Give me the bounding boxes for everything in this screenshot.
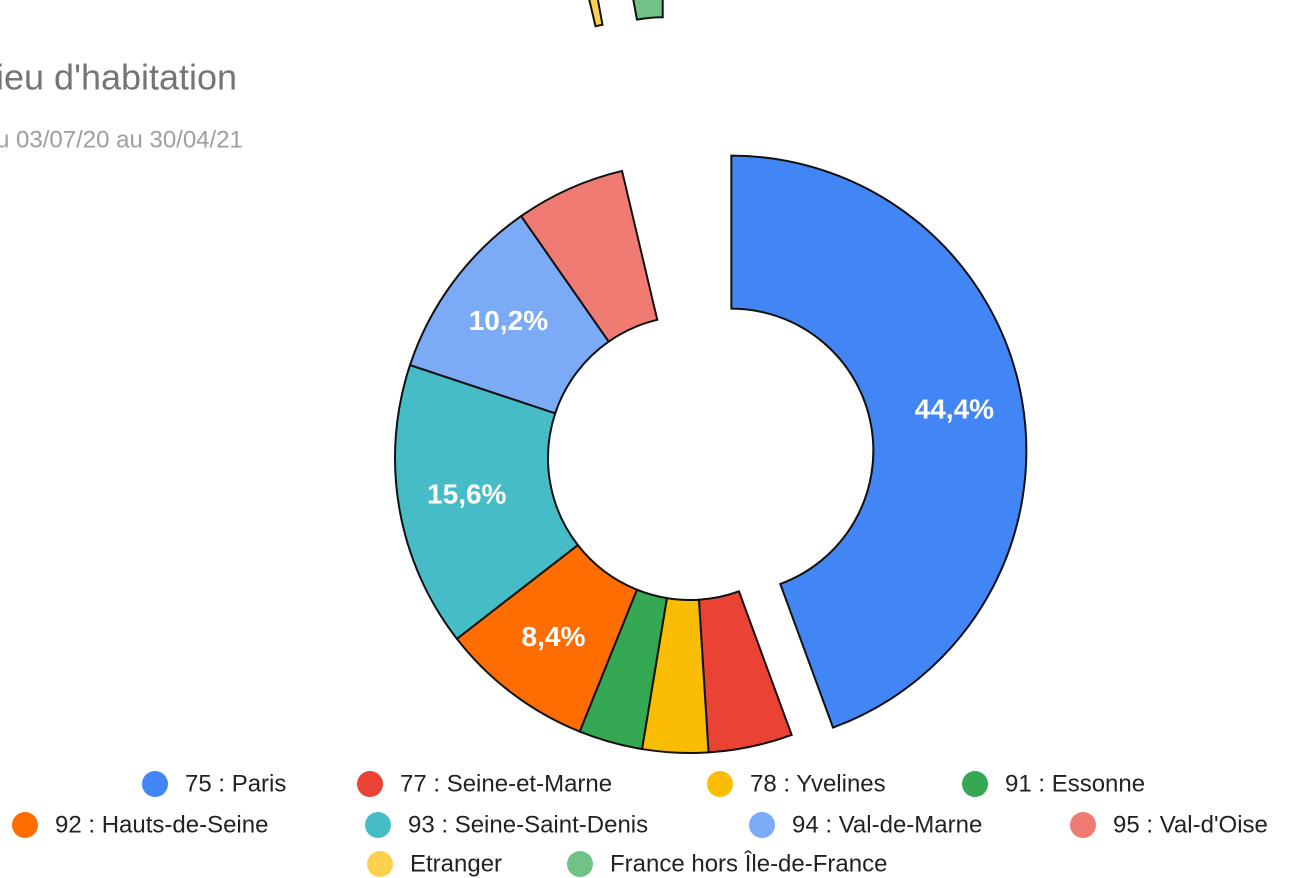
legend-marker [367, 851, 393, 877]
legend-label: 94 : Val-de-Marne [792, 811, 982, 838]
legend-label: France hors Île-de-France [610, 850, 887, 877]
legend-marker [365, 812, 391, 838]
value-label: 10,2% [469, 305, 548, 336]
chart-title: ieu d'habitation [0, 57, 237, 98]
legend-marker [142, 771, 168, 797]
legend-marker [707, 771, 733, 797]
value-label: 15,6% [427, 479, 506, 510]
legend-marker [1070, 812, 1096, 838]
legend-label: 95 : Val-d'Oise [1113, 811, 1268, 838]
legend-label: 93 : Seine-Saint-Denis [408, 811, 648, 838]
legend-marker [962, 771, 988, 797]
slice [730, 154, 1028, 729]
slice [697, 590, 793, 754]
slice [394, 363, 580, 641]
legend-label: 92 : Hauts-de-Seine [55, 811, 268, 838]
legend-marker [357, 771, 383, 797]
legend-label: 75 : Paris [185, 770, 286, 797]
legend-label: Etranger [410, 850, 502, 877]
slice [632, 0, 664, 21]
legend-marker [749, 812, 775, 838]
legend-label: 91 : Essonne [1005, 770, 1145, 797]
slice [588, 0, 604, 28]
chart-subtitle: u 03/07/20 au 30/04/21 [0, 126, 243, 153]
slice [519, 169, 659, 343]
legend-marker [12, 812, 38, 838]
legend-label: 77 : Seine-et-Marne [400, 770, 612, 797]
legend-label: 78 : Yvelines [750, 770, 886, 797]
value-label: 44,4% [915, 393, 994, 424]
value-label: 8,4% [522, 621, 586, 652]
legend-marker [567, 851, 593, 877]
